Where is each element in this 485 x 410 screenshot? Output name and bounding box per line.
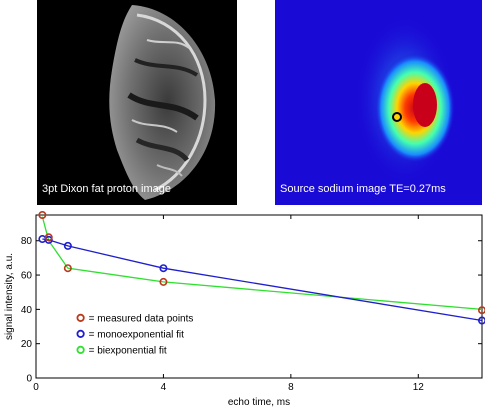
legend-label: = biexponential fit [89,345,167,356]
x-tick-label: 0 [33,382,39,393]
y-tick-label: 0 [26,374,32,385]
data-point [478,306,485,315]
data-point [478,316,485,325]
x-tick-label: 8 [288,382,294,393]
data-point [38,210,47,220]
plot-frame [35,214,483,379]
y-tick-label: 20 [21,339,33,350]
sodium-image-caption: Source sodium image TE=0.27ms [280,183,446,195]
legend-label: = monoexponential fit [89,329,185,340]
fat-proton-image-graphic [37,0,237,205]
signal-decay-chart: 0 4 8 12 0 20 40 60 80 echo time, ms signal intens… [4,210,485,408]
sodium-image-graphic [275,0,482,205]
data-point [159,277,168,286]
x-axis-label: echo time, ms [228,397,290,408]
y-tick-label: 40 [21,305,33,316]
x-tick-label: 4 [161,382,167,393]
legend-marker [76,313,85,322]
y-axis-label: signal intensity, a.u. [4,253,15,340]
sodium-image: Source sodium image TE=0.27ms [275,0,482,205]
fat-proton-image: 3pt Dixon fat proton image [37,0,237,205]
data-point [44,235,53,244]
data-point [63,241,72,250]
fat-proton-image-caption: 3pt Dixon fat proton image [42,183,172,195]
legend-label: = measured data points [89,313,194,324]
series-line-2 [41,216,483,311]
y-tick-label: 80 [21,236,33,247]
legend-marker [76,345,85,354]
x-tick-label: 12 [413,382,425,393]
data-point [159,264,168,273]
legend-marker [76,329,85,338]
data-point [63,264,72,273]
roi-marker [392,112,402,122]
y-tick-label: 60 [21,271,33,282]
series-line-1 [42,238,483,322]
data-point [44,233,53,242]
